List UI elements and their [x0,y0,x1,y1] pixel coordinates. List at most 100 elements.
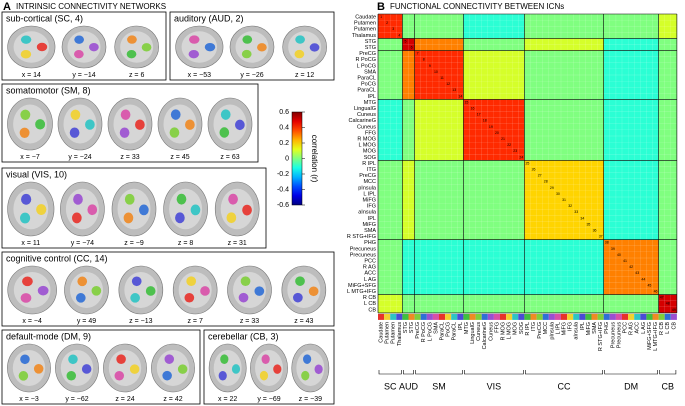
network-title: default-mode (DM, 9) [6,331,91,341]
column-label: ITG [531,322,537,331]
diagonal-label: 13 [452,88,456,92]
region-strip [585,313,592,320]
group-label: VIS [487,381,502,391]
network-blob [175,212,185,224]
network-blob [170,109,181,120]
diagonal-label: 45 [647,283,651,287]
network-blob [186,276,197,287]
row-label: STG [365,45,376,51]
region-strip [445,313,452,320]
diagonal-label: 33 [574,210,578,214]
slice-label: z = 63 [220,154,239,161]
row-label: R STG+IFG [347,234,376,240]
row-label: SOG [364,155,376,161]
column-label: FFG [494,322,500,333]
colorbar-tick-label: 0 [285,155,289,162]
network-blob [139,204,149,216]
row-label: R AG [363,265,376,271]
slice-label: z = 8 [178,240,193,247]
diagonal-label: 4 [398,33,400,37]
group-label: DM [624,381,638,391]
network-blob [293,292,303,303]
region-strip [646,313,653,320]
slice-label: x = −7 [20,154,40,161]
network-blob [69,127,80,138]
network-blob [301,370,310,381]
network-blob [131,276,142,287]
region-strip [487,313,494,320]
column-label: aInsula [574,321,580,340]
column-label: MTG [464,322,470,334]
network-blob [89,42,99,52]
region-strip [603,313,610,320]
diagonal-label: 34 [580,216,584,220]
network-blob [123,212,134,224]
diagonal-label: 18 [483,119,487,123]
network-blob [71,212,82,224]
network-blob [87,204,98,216]
region-strip [457,313,464,320]
matrix-block [603,294,659,313]
network-blob [119,127,130,138]
row-label: PHG [364,240,376,246]
region-strip [463,313,470,320]
network-box [1,251,335,327]
network-blob [240,276,251,287]
network-blob [184,292,195,303]
panel-letter: B [377,1,385,13]
column-label: R AG [629,322,635,335]
slice-label: y = −14 [72,72,95,79]
column-label: R MOG [501,322,507,341]
row-label: MTG [364,100,376,106]
region-strip [640,313,647,320]
network-blob [254,286,265,296]
column-label: R PoCG [421,322,427,342]
network-blob [200,286,210,296]
row-label: FFG [365,130,376,136]
network-blob [126,49,137,59]
row-label: L CB [364,301,376,307]
diagonal-label: 10 [434,70,438,74]
row-label: Precuneus [350,246,377,252]
network-blob [204,42,216,52]
diagonal-label: 49 [672,308,676,312]
row-label: PreCG [359,51,376,57]
column-label: Caudate [379,322,385,343]
network-blob [124,193,135,205]
network-title: cognitive control (CC, 14) [6,253,108,263]
matrix-block [603,239,659,295]
colorbar-tick-label: 0.6 [279,109,289,116]
row-label: Putamen [354,21,376,27]
network-blob [273,364,282,374]
diagonal-label: 37 [599,235,603,239]
slice-label: x = 11 [21,240,40,247]
row-label: PCC [364,259,376,265]
network-blob [77,276,88,287]
row-label: IPL [368,216,376,222]
diagonal-label: 48 [666,302,670,306]
diagonal-label: 15 [464,100,468,104]
column-label: R STG+IFG [598,322,604,351]
network-blob [19,127,30,138]
region-strip [426,313,433,320]
network-blob [177,364,188,374]
slice-label: z = −39 [299,396,322,403]
network-blob [91,286,102,296]
network-blob [145,286,156,296]
network-blob [75,293,86,303]
region-strip [469,313,476,320]
diagonal-label: 26 [532,167,536,171]
row-label: SMA [364,228,376,234]
row-label: CB [368,307,376,313]
matrix-block [603,160,659,240]
diagonal-label: 42 [629,265,633,269]
row-label: CalcarineG [348,118,376,124]
column-label: LingualG [470,322,476,344]
row-label: aInsula [358,210,377,216]
row-label: IPL [368,94,376,100]
region-strip [622,313,629,320]
colorbar-tick-label: -0.6 [277,202,289,209]
row-label: STG [365,39,376,45]
group-bracket [403,370,414,375]
network-blob [238,292,249,303]
